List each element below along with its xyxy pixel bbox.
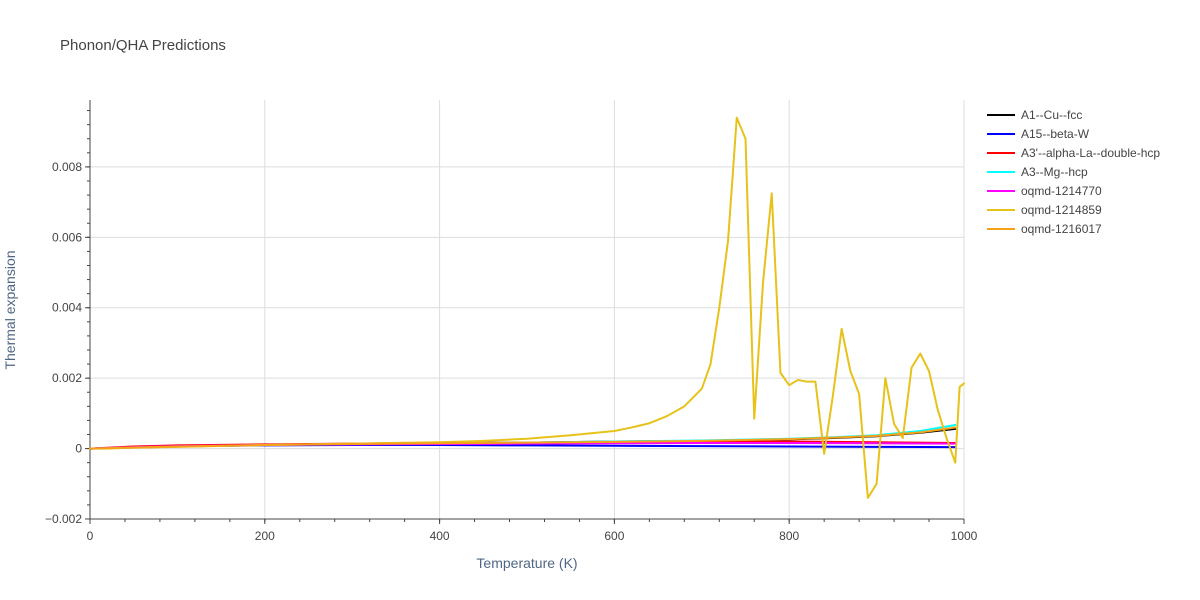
x-tick-label: 200 [255,529,275,543]
y-tick-label: 0.008 [52,160,82,174]
legend[interactable]: A1--Cu--fcc A15--beta-W A3'--alpha-La--dou… [987,108,1160,236]
legend-item[interactable]: A1--Cu--fcc [987,108,1082,122]
axes: 0 200 400 600 800 1000 −0.002 0 0.002 0.004 0.006 0… [45,100,978,543]
y-tick-label: 0.002 [52,371,82,385]
legend-item[interactable]: oqmd-1214859 [987,203,1102,217]
legend-label: oqmd-1216017 [1021,222,1102,236]
legend-label: A3--Mg--hcp [1021,165,1088,179]
legend-label: oqmd-1214770 [1021,184,1102,198]
series-line-oqmd-1214859[interactable] [89,116,965,499]
legend-label: A15--beta-W [1021,127,1090,141]
series-line-oqmd-1216017[interactable] [89,426,957,450]
legend-item[interactable]: A3--Mg--hcp [987,165,1088,179]
legend-item[interactable]: A15--beta-W [987,127,1090,141]
x-tick-label: 400 [430,529,450,543]
y-tick-label: 0.006 [52,230,82,244]
y-tick-label: 0.004 [52,301,82,315]
x-tick-label: 800 [779,529,799,543]
y-tick-label: −0.002 [45,512,82,526]
x-tick-label: 0 [87,529,94,543]
chart-title: Phonon/QHA Predictions [60,37,226,54]
legend-label: oqmd-1214859 [1021,203,1102,217]
legend-item[interactable]: oqmd-1214770 [987,184,1102,198]
x-tick-label: 1000 [951,529,978,543]
y-axis-label: Thermal expansion [2,250,18,369]
legend-label: A3'--alpha-La--double-hcp [1021,146,1160,160]
y-tick-label: 0 [75,442,82,456]
plot-area[interactable] [89,116,965,499]
legend-label: A1--Cu--fcc [1021,108,1082,122]
x-axis-label: Temperature (K) [476,555,577,571]
legend-item[interactable]: oqmd-1216017 [987,222,1102,236]
legend-item[interactable]: A3'--alpha-La--double-hcp [987,146,1160,160]
x-tick-label: 600 [604,529,624,543]
